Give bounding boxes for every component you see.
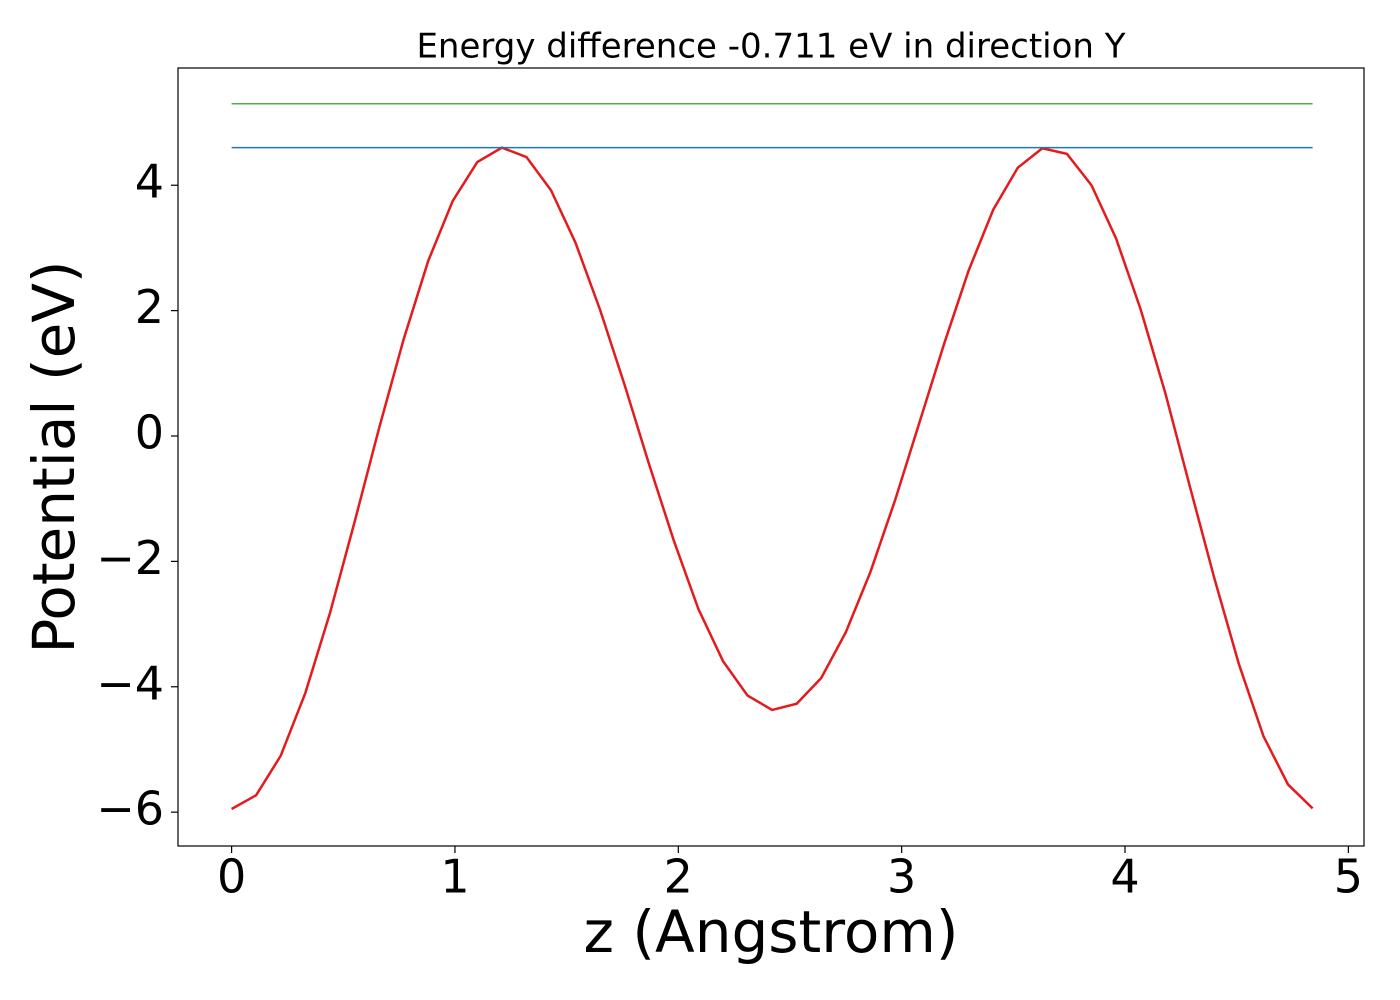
- data-line: [230, 146, 1314, 811]
- chart-title: Energy difference -0.711 eV in direction…: [416, 27, 1125, 67]
- y-tick-label: 4: [135, 155, 164, 209]
- y-tick-label: 2: [135, 280, 164, 334]
- x-tick-label: 1: [440, 850, 469, 904]
- x-tick-label: 0: [217, 850, 246, 904]
- x-tick-label: 5: [1334, 850, 1363, 904]
- y-tick-label: −6: [96, 782, 164, 836]
- y-tick-label: −2: [96, 531, 164, 585]
- x-axis-label: z (Angstrom): [584, 898, 959, 966]
- x-tick-label: 2: [664, 850, 693, 904]
- y-tick-label: −4: [96, 656, 164, 710]
- y-axis-label: Potential (eV): [20, 260, 88, 653]
- y-tick-label: 0: [135, 405, 164, 459]
- plot-frame: [177, 67, 1365, 847]
- x-tick-label: 3: [887, 850, 916, 904]
- x-tick-label: 4: [1110, 850, 1139, 904]
